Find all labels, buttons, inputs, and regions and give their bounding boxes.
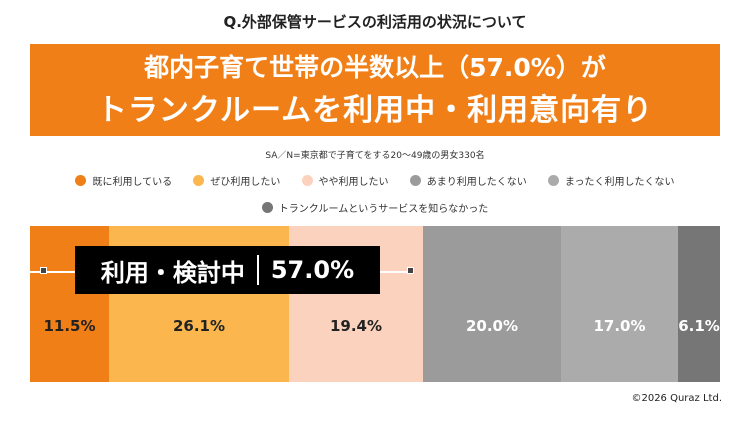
legend-label: あまり利用したくない	[426, 177, 527, 188]
headline-line-2: トランクルームを利用中・利用意向有り	[96, 93, 654, 128]
bar-segment: 17.0%	[561, 226, 678, 382]
stacked-bar-chart: 11.5% 26.1% 19.4% 20.0% 17.0% 6.1%	[30, 226, 720, 382]
data-label: 20.0%	[465, 317, 519, 335]
legend-swatch	[547, 175, 559, 186]
legend-label: やや利用したい	[318, 177, 389, 188]
chart-title: Q.外部保管サービスの利活用の状況について	[223, 13, 527, 31]
data-label: 6.1%	[678, 317, 720, 335]
data-label: 19.4%	[329, 317, 383, 335]
data-label: 26.1%	[172, 317, 226, 335]
bar-segment: 6.1%	[678, 226, 720, 382]
legend-swatch	[261, 202, 273, 213]
legend-swatch	[409, 175, 421, 186]
callout-label: 利用・検討中	[100, 258, 245, 287]
legend-item: 既に利用している	[75, 173, 172, 188]
legend-label: まったく利用したくない	[564, 177, 675, 188]
data-label: 17.0%	[593, 317, 646, 335]
legend-item: やや利用したい	[301, 173, 389, 188]
callout-divider	[256, 255, 259, 285]
callout-bracket-end-right	[407, 267, 414, 274]
data-label: 11.5%	[43, 317, 96, 335]
legend-row-2: トランクルームというサービスを知らなかった	[0, 200, 750, 216]
callout-value: 57.0%	[270, 256, 355, 284]
headline-banner: 都内子育て世帯の半数以上（57.0%）が トランクルームを利用中・利用意向有り	[30, 44, 720, 136]
callout-bracket-end-left	[40, 267, 47, 274]
sample-note: SA／N=東京都で子育てをする20～49歳の男女330名	[265, 151, 485, 161]
callout-box: 利用・検討中 57.0%	[75, 246, 380, 294]
legend-label: トランクルームというサービスを知らなかった	[278, 204, 489, 215]
legend-label: ぜひ利用したい	[210, 177, 281, 188]
bar-segment: 20.0%	[423, 226, 561, 382]
legend-swatch	[75, 175, 87, 186]
headline-line-1: 都内子育て世帯の半数以上（57.0%）が	[144, 53, 606, 82]
legend-item: あまり利用したくない	[409, 173, 527, 188]
legend-item: トランクルームというサービスを知らなかった	[261, 200, 489, 215]
legend-label: 既に利用している	[92, 177, 173, 188]
bar-segment: 19.4%	[289, 226, 423, 382]
legend-swatch	[301, 175, 313, 186]
legend-swatch	[193, 175, 205, 186]
copyright: ©2026 Quraz Ltd.	[631, 393, 722, 404]
legend-item: ぜひ利用したい	[193, 173, 280, 188]
legend-row-1: 既に利用している ぜひ利用したい やや利用したい あまり利用したくない まったく…	[0, 173, 750, 189]
legend-item: まったく利用したくない	[547, 173, 675, 188]
